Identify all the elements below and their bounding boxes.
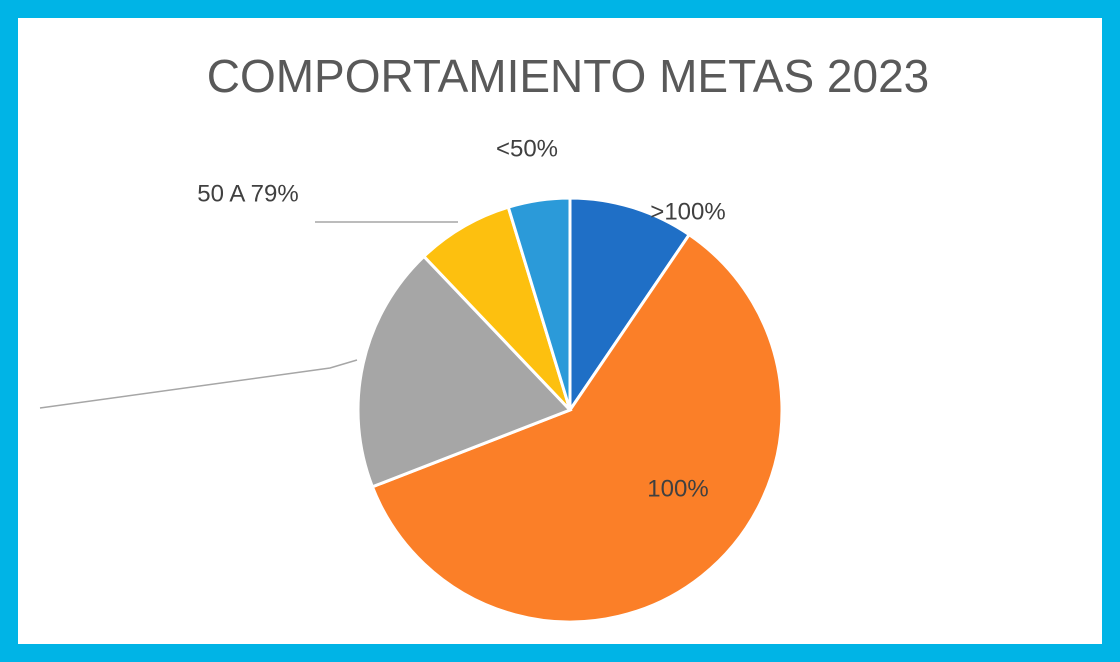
- slice-label: 100%: [647, 475, 708, 502]
- slice-label: 50 A 79%: [197, 180, 298, 207]
- pie-slice: [370, 232, 784, 624]
- slice-label: <50%: [496, 135, 558, 162]
- slice-label: >100%: [650, 198, 725, 225]
- pie-slice: [421, 205, 572, 412]
- chart-title: COMPORTAMIENTO METAS 2023: [207, 50, 930, 102]
- leader-line: [39, 359, 358, 409]
- pie-slice: [568, 196, 692, 415]
- pie-slice: [506, 196, 572, 411]
- pie-slice: [356, 254, 573, 489]
